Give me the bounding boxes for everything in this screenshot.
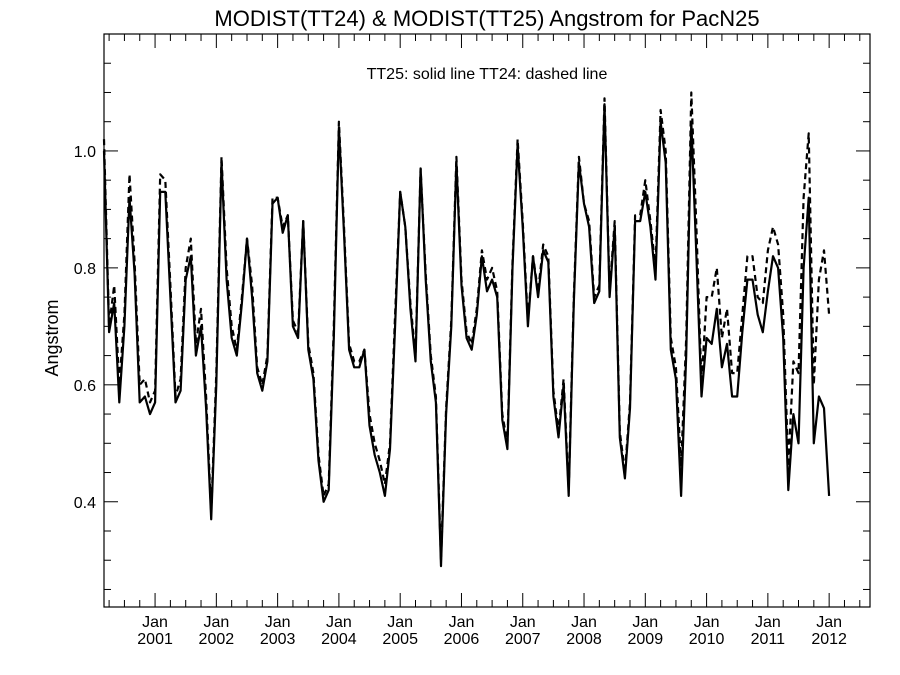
y-tick-label: 0.4 — [74, 495, 96, 512]
series-line-tt25 — [102, 103, 831, 568]
x-tick-label-month: Jan — [694, 614, 720, 631]
x-tick-label-year: 2007 — [505, 631, 541, 648]
x-tick-label-month: Jan — [203, 614, 229, 631]
x-tick-label-year: 2010 — [689, 631, 725, 648]
series-line-tt24 — [102, 91, 831, 562]
x-tick-label-year: 2005 — [382, 631, 418, 648]
x-tick-label-month: Jan — [449, 614, 475, 631]
x-tick-label-month: Jan — [510, 614, 536, 631]
x-tick-label-year: 2008 — [566, 631, 602, 648]
y-axis-label: Angstrom — [42, 299, 62, 376]
y-tick-label: 0.6 — [74, 378, 96, 395]
series-layer — [102, 91, 831, 568]
x-tick-label-month: Jan — [387, 614, 413, 631]
x-tick-label-year: 2009 — [628, 631, 664, 648]
x-tick-label-month: Jan — [571, 614, 597, 631]
x-tick-label-year: 2006 — [444, 631, 480, 648]
x-tick-label-month: Jan — [632, 614, 658, 631]
x-tick-label-month: Jan — [265, 614, 291, 631]
ticks-layer: 0.40.60.81.0Jan2001Jan2002Jan2003Jan2004… — [74, 34, 870, 648]
plot-frame — [103, 33, 871, 608]
x-tick-label-year: 2001 — [137, 631, 173, 648]
x-tick-label-month: Jan — [142, 614, 168, 631]
x-tick-label-month: Jan — [816, 614, 842, 631]
y-tick-label: 0.8 — [74, 261, 96, 278]
x-tick-label-month: Jan — [755, 614, 781, 631]
legend-annotation: TT25: solid line TT24: dashed line — [367, 66, 608, 83]
x-tick-label-year: 2002 — [199, 631, 235, 648]
y-tick-label: 1.0 — [74, 144, 96, 161]
x-tick-label-year: 2003 — [260, 631, 296, 648]
x-tick-label-year: 2011 — [751, 631, 786, 648]
chart-title: MODIST(TT24) & MODIST(TT25) Angstrom for… — [214, 6, 759, 31]
x-tick-label-year: 2004 — [321, 631, 357, 648]
x-tick-label-year: 2012 — [811, 631, 847, 648]
x-tick-label-month: Jan — [326, 614, 352, 631]
